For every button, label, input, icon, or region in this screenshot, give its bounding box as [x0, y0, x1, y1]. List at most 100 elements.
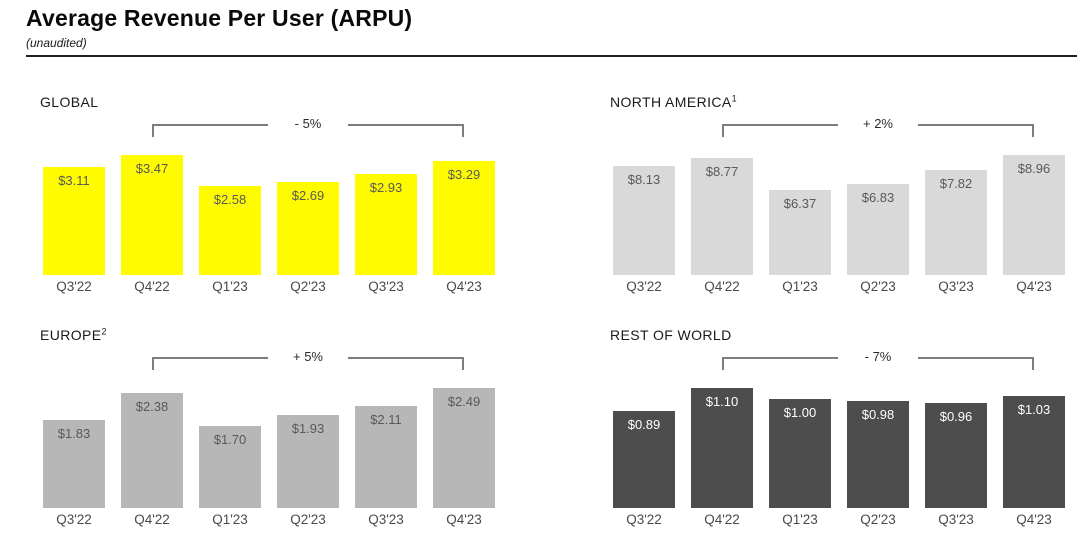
- category-label: Q4'23: [1016, 279, 1052, 294]
- bars-row: $1.83 $2.38 $1.70 $1.93 $2.11 $2.49: [43, 386, 495, 508]
- category-label: Q2'23: [860, 512, 896, 527]
- page-subtitle: (unaudited): [26, 36, 87, 50]
- bar-value-label: $2.58: [213, 192, 247, 207]
- bar-value-label: $3.11: [58, 173, 90, 188]
- chart-title-superscript: 2: [101, 326, 107, 337]
- chart-title: EUROPE2: [40, 327, 107, 343]
- bar: $0.89: [613, 411, 675, 508]
- categories-row: Q3'22 Q4'22 Q1'23 Q2'23 Q3'23 Q4'23: [613, 279, 1065, 297]
- bracket-change-label: + 5%: [293, 349, 323, 364]
- bar-value-label: $6.83: [861, 190, 895, 205]
- chart-north-america: NORTH AMERICA1 + 2% $8.13 $8.77 $6.37 $6.83…: [610, 92, 1066, 297]
- bar-value-label: $8.96: [1017, 161, 1051, 176]
- category-label: Q4'22: [134, 279, 170, 294]
- growth-bracket: - 7%: [722, 349, 1034, 370]
- category-label: Q3'22: [56, 279, 92, 294]
- category-label: Q3'22: [56, 512, 92, 527]
- category-label: Q2'23: [290, 512, 326, 527]
- bar: $8.96: [1003, 155, 1065, 275]
- bar-value-label: $1.00: [783, 405, 817, 420]
- category-label: Q4'23: [446, 279, 482, 294]
- bars-row: $8.13 $8.77 $6.37 $6.83 $7.82 $8.96: [613, 153, 1065, 275]
- bar: $2.93: [355, 174, 417, 275]
- bar-value-label: $0.89: [627, 417, 661, 432]
- bar: $6.37: [769, 190, 831, 275]
- category-label: Q1'23: [212, 512, 248, 527]
- chart-title: GLOBAL: [40, 94, 98, 110]
- bars-row: $0.89 $1.10 $1.00 $0.98 $0.96 $1.03: [613, 386, 1065, 508]
- chart-title-text: NORTH AMERICA: [610, 94, 732, 110]
- category-label: Q3'23: [938, 279, 974, 294]
- chart-title: NORTH AMERICA1: [610, 94, 737, 110]
- chart-title: REST OF WORLD: [610, 327, 732, 343]
- bracket-right-segment: [918, 124, 1034, 137]
- bar-value-label: $1.70: [213, 432, 247, 447]
- growth-bracket: + 5%: [152, 349, 464, 370]
- bar-value-label: $2.38: [135, 399, 169, 414]
- bar-value-label: $8.13: [627, 172, 661, 187]
- bracket-left-segment: [722, 124, 838, 137]
- category-label: Q3'23: [368, 512, 404, 527]
- bar-value-label: $2.69: [291, 188, 325, 203]
- growth-bracket: + 2%: [722, 116, 1034, 137]
- categories-row: Q3'22 Q4'22 Q1'23 Q2'23 Q3'23 Q4'23: [43, 512, 495, 530]
- bar: $1.03: [1003, 396, 1065, 508]
- bracket-left-segment: [152, 357, 268, 370]
- chart-rest-of-world: REST OF WORLD - 7% $0.89 $1.10 $1.00 $0.98 $…: [610, 325, 1066, 530]
- category-label: Q4'22: [134, 512, 170, 527]
- category-label: Q3'23: [368, 279, 404, 294]
- bar: $0.96: [925, 403, 987, 508]
- bar-value-label: $2.49: [447, 394, 481, 409]
- bar: $2.38: [121, 393, 183, 508]
- bar: $3.47: [121, 155, 183, 275]
- bar-value-label: $0.96: [939, 409, 973, 424]
- chart-title-text: GLOBAL: [40, 94, 99, 110]
- bar-value-label: $7.82: [939, 176, 973, 191]
- bar-value-label: $6.37: [783, 196, 817, 211]
- growth-bracket: - 5%: [152, 116, 464, 137]
- chart-global: GLOBAL - 5% $3.11 $3.47 $2.58 $2.69 $2.93 $3.…: [40, 92, 496, 297]
- bar: $1.10: [691, 388, 753, 508]
- bar: $7.82: [925, 170, 987, 275]
- bar-value-label: $2.11: [370, 412, 402, 427]
- bar: $2.11: [355, 406, 417, 508]
- bar: $3.29: [433, 161, 495, 275]
- bar: $1.70: [199, 426, 261, 508]
- bar: $8.13: [613, 166, 675, 275]
- bar: $1.93: [277, 415, 339, 508]
- bar-value-label: $3.47: [135, 161, 169, 176]
- chart-title-text: REST OF WORLD: [610, 327, 732, 343]
- bracket-left-segment: [722, 357, 838, 370]
- bar: $1.00: [769, 399, 831, 508]
- categories-row: Q3'22 Q4'22 Q1'23 Q2'23 Q3'23 Q4'23: [613, 512, 1065, 530]
- chart-europe: EUROPE2 + 5% $1.83 $2.38 $1.70 $1.93 $2.11 $2…: [40, 325, 496, 530]
- bar-value-label: $1.10: [705, 394, 739, 409]
- bar: $8.77: [691, 158, 753, 275]
- bar: $3.11: [43, 167, 105, 275]
- category-label: Q2'23: [290, 279, 326, 294]
- category-label: Q4'22: [704, 279, 740, 294]
- category-label: Q1'23: [782, 279, 818, 294]
- bar: $1.83: [43, 420, 105, 508]
- header-divider: [26, 55, 1077, 57]
- category-label: Q2'23: [860, 279, 896, 294]
- category-label: Q1'23: [212, 279, 248, 294]
- chart-title-superscript: 1: [731, 93, 738, 104]
- bracket-right-segment: [348, 357, 464, 370]
- category-label: Q1'23: [782, 512, 818, 527]
- bar: $2.69: [277, 182, 339, 275]
- bracket-right-segment: [918, 357, 1034, 370]
- bracket-change-label: + 2%: [863, 116, 893, 131]
- categories-row: Q3'22 Q4'22 Q1'23 Q2'23 Q3'23 Q4'23: [43, 279, 495, 297]
- bar: $0.98: [847, 401, 909, 508]
- category-label: Q3'23: [938, 512, 974, 527]
- category-label: Q4'22: [704, 512, 740, 527]
- bar-value-label: $1.83: [57, 426, 91, 441]
- page-title: Average Revenue Per User (ARPU): [26, 5, 413, 31]
- bracket-left-segment: [152, 124, 268, 137]
- category-label: Q3'22: [626, 279, 662, 294]
- bracket-right-segment: [348, 124, 464, 137]
- bar-value-label: $1.03: [1017, 402, 1051, 417]
- category-label: Q4'23: [1016, 512, 1052, 527]
- bar-value-label: $3.29: [447, 167, 481, 182]
